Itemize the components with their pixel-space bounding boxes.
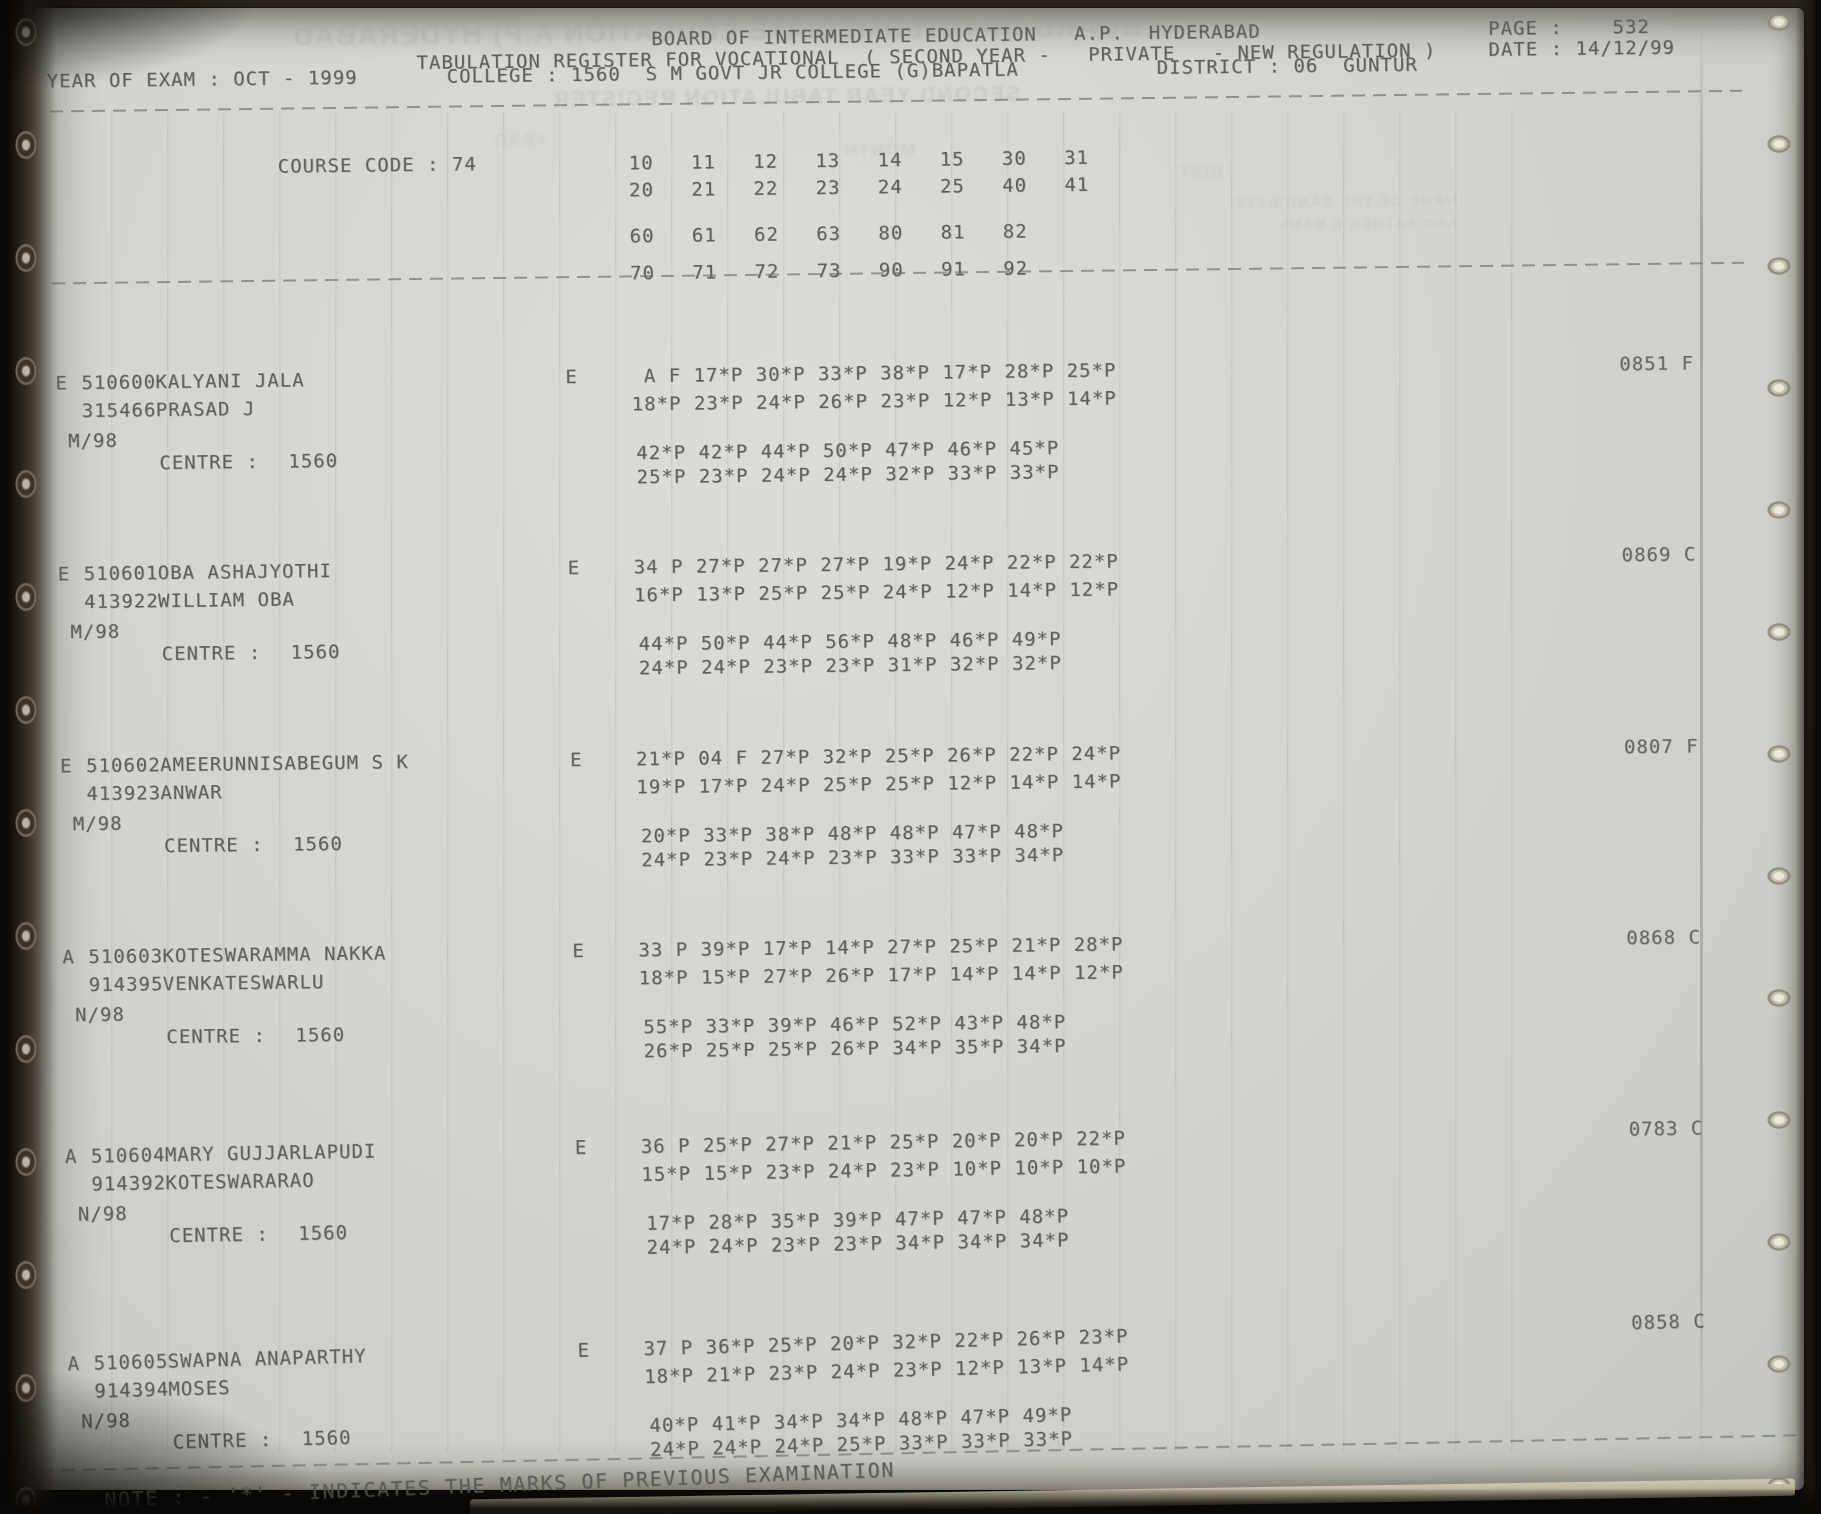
marks-row-1: A F 17*P 30*P 33*P 38*P 17*P 28*P 25*P: [631, 359, 1117, 388]
total-marks-result: 0851 F: [1619, 352, 1695, 376]
centre-label: CENTRE :: [161, 641, 262, 666]
father-name: ANWAR: [160, 781, 223, 805]
roll-number: 510604: [90, 1144, 166, 1168]
ghost-year-label: YEAR: [492, 130, 548, 151]
total-marks-result: 0869 C: [1621, 543, 1697, 567]
previous-session: N/98: [74, 1003, 125, 1027]
student-record: E 510601 OBA ASHAJYOTHI E 34 P 27*P 27*P…: [0, 542, 1777, 679]
roll-number: 510601: [83, 562, 159, 586]
ghost-dist-label: DIST: [1177, 164, 1223, 182]
centre-code: 1560: [288, 449, 339, 473]
subject-codes-row-2: 20 21 22 23 24 25 40 41: [628, 173, 1090, 202]
subject-codes-row-1: 10 11 12 13 14 15 30 31: [628, 146, 1090, 175]
form-column-ruling: [55, 112, 1515, 1452]
centre-code: 1560: [295, 1023, 346, 1047]
total-marks-result: 0868 C: [1626, 926, 1702, 950]
centre-marks-row-2: 25*P 23*P 24*P 24*P 32*P 33*P 33*P: [636, 461, 1060, 489]
marks-row-2: 18*P 23*P 24*P 26*P 23*P 12*P 13*P 14*P: [631, 387, 1117, 416]
marks-row-2: 15*P 15*P 23*P 24*P 23*P 10*P 10*P 10*P: [641, 1155, 1127, 1186]
student-name: AMEERUNNISABEGUM S K: [159, 751, 409, 777]
medium-code: E: [572, 939, 585, 963]
centre-label: CENTRE :: [159, 450, 259, 475]
previous-session: N/98: [77, 1202, 128, 1226]
student-name: KOTESWARAMMA NAKKA: [162, 942, 387, 968]
centre-label: CENTRE :: [163, 833, 264, 858]
marks-row-2: 18*P 21*P 23*P 24*P 23*P 12*P 13*P 14*P: [643, 1353, 1130, 1389]
district-line: DISTRICT : 06 GUNTUR: [1156, 53, 1418, 79]
medium-code: E: [574, 1136, 588, 1160]
bottom-edge-shadow: [0, 1488, 1821, 1514]
roll-number: 510603: [88, 945, 164, 969]
total-marks-result: 0807 F: [1623, 735, 1699, 759]
centre-marks-row-2: 24*P 23*P 24*P 23*P 33*P 33*P 34*P: [641, 844, 1065, 872]
roll-number: 510602: [85, 754, 161, 778]
ghost-candidate-label: NAME OF THE CANDIDATE AND FATHER'S NAME: [1233, 192, 1458, 233]
medium-code: E: [569, 749, 583, 772]
print-date: DATE : 14/12/99: [1488, 36, 1676, 61]
marks-row-2: 16*P 13*P 25*P 25*P 24*P 12*P 14*P 12*P: [633, 578, 1120, 607]
binding-rings: [8, 10, 44, 1506]
previous-roll-number: 914395: [88, 973, 164, 997]
previous-roll-number: 413923: [86, 782, 162, 806]
centre-marks-row-2: 26*P 25*P 25*P 26*P 34*P 35*P 34*P: [643, 1035, 1067, 1063]
marks-row-1: 33 P 39*P 17*P 14*P 27*P 25*P 21*P 28*P: [638, 933, 1124, 962]
centre-label: CENTRE :: [166, 1024, 267, 1049]
previous-roll-number: 413922: [83, 590, 159, 614]
corner-shadow-top-left: [0, 0, 260, 90]
paper-sheet: [24, 8, 1804, 1490]
centre-marks-row-1: 20*P 33*P 38*P 48*P 48*P 47*P 48*P: [640, 820, 1064, 848]
marks-row-1: 34 P 27*P 27*P 27*P 19*P 24*P 22*P 22*P: [633, 550, 1119, 579]
medium-code: E: [567, 557, 581, 580]
student-name: MARY GUJJARLAPUDI: [164, 1140, 377, 1167]
centre-code: 1560: [298, 1222, 349, 1245]
student-record: E 510602 AMEERUNNISABEGUM S K E 21*P 04 …: [0, 734, 1780, 871]
centre-label: CENTRE :: [169, 1223, 269, 1248]
appearance-status: E: [59, 755, 73, 778]
centre-marks-row-1: 42*P 42*P 44*P 50*P 47*P 46*P 45*P: [636, 437, 1060, 465]
medium-code: E: [565, 366, 578, 389]
subject-codes-row-3: 60 61 62 63 80 81 82: [629, 220, 1028, 248]
total-marks-result: 0783 C: [1628, 1117, 1704, 1141]
student-name: OBA ASHAJYOTHI: [157, 560, 332, 585]
paper-crease: [1700, 12, 1703, 1472]
previous-session: M/98: [70, 620, 121, 644]
appearance-status: A: [64, 1145, 78, 1168]
previous-session: M/98: [67, 429, 118, 453]
previous-session: M/98: [72, 812, 123, 836]
student-record: A 510603 KOTESWARAMMA NAKKA E 33 P 39*P …: [2, 925, 1782, 1062]
right-page-edge: [1795, 0, 1821, 1514]
marks-row-2: 18*P 15*P 27*P 26*P 17*P 14*P 14*P 12*P: [638, 961, 1124, 990]
centre-marks-row-1: 44*P 50*P 44*P 56*P 48*P 46*P 49*P: [638, 628, 1062, 656]
father-name: VENKATESWARLU: [162, 971, 325, 996]
centre-code: 1560: [292, 832, 343, 856]
student-record: A 510605 SWAPNA ANAPARTHY E 37 P 36*P 25…: [7, 1308, 1786, 1461]
roll-number: 510600: [81, 371, 157, 395]
centre-marks-row-1: 55*P 33*P 39*P 46*P 52*P 43*P 48*P: [643, 1011, 1067, 1039]
previous-roll-number: 914392: [91, 1172, 167, 1196]
marks-row-1: 21*P 04 F 27*P 32*P 25*P 26*P 22*P 24*P: [635, 742, 1122, 771]
appearance-status: E: [55, 372, 68, 395]
centre-marks-row-2: 24*P 24*P 23*P 23*P 31*P 32*P 32*P: [638, 652, 1062, 680]
appearance-status: E: [57, 563, 71, 586]
student-record: A 510604 MARY GUJJARLAPUDI E 36 P 25*P 2…: [5, 1116, 1785, 1258]
centre-marks-row-2: 24*P 24*P 23*P 23*P 34*P 34*P 34*P: [646, 1229, 1070, 1259]
marks-row-1: 36 P 25*P 27*P 21*P 25*P 20*P 20*P 22*P: [640, 1127, 1127, 1158]
student-record: E 510600 KALYANI JALA E A F 17*P 30*P 33…: [0, 351, 1775, 488]
total-marks-result: 0858 C: [1630, 1310, 1707, 1335]
ghost-register-text: SECOND YEAR TABULATION REGISTER: [551, 82, 1021, 112]
appearance-status: A: [62, 946, 75, 969]
marks-row-2: 19*P 17*P 24*P 25*P 25*P 12*P 14*P 14*P: [636, 770, 1122, 799]
course-code: COURSE CODE : 74: [277, 153, 477, 178]
father-name: WILLIAM OBA: [157, 588, 296, 613]
student-name: KALYANI JALA: [155, 369, 305, 394]
previous-roll-number: 315466: [81, 399, 157, 423]
father-name: KOTESWARARAO: [165, 1169, 315, 1195]
father-name: PRASAD J: [155, 397, 256, 422]
centre-code: 1560: [290, 640, 341, 664]
medium-code: E: [577, 1339, 591, 1362]
